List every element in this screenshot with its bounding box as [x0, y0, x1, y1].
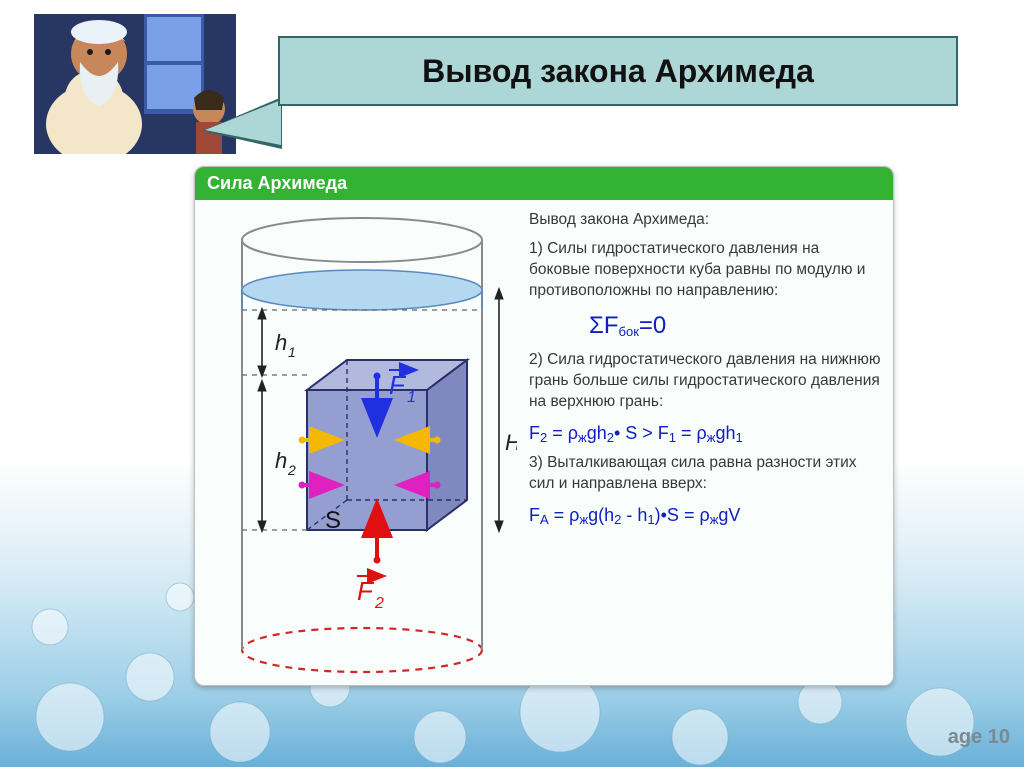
svg-text:1: 1 [288, 344, 296, 360]
svg-text:h: h [275, 448, 287, 473]
content-panel: Сила Архимеда [194, 166, 894, 686]
step-2: 2) Сила гидростатического давления на ни… [529, 350, 881, 413]
svg-text:F: F [389, 370, 407, 400]
svg-text:S: S [325, 507, 341, 534]
svg-text:H: H [505, 430, 517, 455]
intro-line: Вывод закона Архимеда: [529, 210, 881, 231]
formula-1: ΣFбок=0 [529, 310, 881, 342]
svg-text:h: h [275, 330, 287, 355]
formula-2: F2 = ρжgh2• S > F1 = ρжgh1 [529, 421, 881, 445]
step-3: 3) Выталкивающая сила равна разности эти… [529, 453, 881, 495]
slide-title: Вывод закона Архимеда [278, 36, 958, 106]
explanation-text: Вывод закона Архимеда: 1) Силы гидростат… [529, 210, 881, 680]
speech-tail [205, 100, 281, 145]
svg-text:1: 1 [407, 389, 416, 406]
archimedes-diagram: h 1 h 2 H S F 1 F 2 [207, 210, 517, 680]
step-1: 1) Силы гидростатического давления на бо… [529, 239, 881, 302]
svg-text:2: 2 [374, 595, 384, 612]
page-number: age 10 [948, 726, 1010, 749]
svg-text:F: F [357, 576, 375, 606]
svg-text:2: 2 [287, 462, 296, 478]
panel-header: Сила Архимеда [195, 167, 893, 200]
formula-3: FA = ρжg(h2 - h1)•S = ρжgV [529, 503, 881, 527]
